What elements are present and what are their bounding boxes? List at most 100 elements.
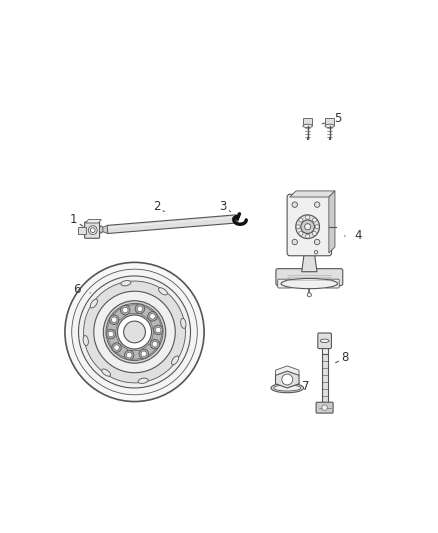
Circle shape <box>65 262 204 401</box>
Text: 8: 8 <box>336 351 349 364</box>
FancyBboxPatch shape <box>321 354 328 403</box>
Circle shape <box>150 340 159 349</box>
Circle shape <box>322 405 327 410</box>
Ellipse shape <box>159 288 167 295</box>
Circle shape <box>108 332 113 337</box>
Circle shape <box>296 215 319 239</box>
Circle shape <box>306 215 310 219</box>
Polygon shape <box>107 215 237 233</box>
Wedge shape <box>127 305 141 314</box>
Circle shape <box>117 315 152 349</box>
Circle shape <box>123 308 128 313</box>
Polygon shape <box>329 191 335 253</box>
Wedge shape <box>107 317 119 331</box>
Circle shape <box>137 306 143 311</box>
Polygon shape <box>101 225 107 233</box>
Wedge shape <box>113 344 128 357</box>
Wedge shape <box>141 344 155 357</box>
Circle shape <box>314 251 318 254</box>
Ellipse shape <box>234 215 238 223</box>
FancyBboxPatch shape <box>325 279 339 288</box>
Circle shape <box>304 224 311 230</box>
Circle shape <box>135 304 145 313</box>
Polygon shape <box>290 191 335 197</box>
Ellipse shape <box>121 280 131 286</box>
Ellipse shape <box>325 124 335 127</box>
Ellipse shape <box>320 339 329 343</box>
Polygon shape <box>86 220 101 223</box>
Ellipse shape <box>99 226 103 233</box>
Wedge shape <box>150 333 162 347</box>
Wedge shape <box>113 306 128 320</box>
Ellipse shape <box>281 279 338 289</box>
Circle shape <box>124 350 134 360</box>
Wedge shape <box>141 306 155 320</box>
Circle shape <box>314 202 320 207</box>
Text: 1: 1 <box>70 213 83 227</box>
Polygon shape <box>276 366 299 375</box>
Circle shape <box>315 225 319 229</box>
Circle shape <box>312 218 316 222</box>
FancyBboxPatch shape <box>325 118 335 125</box>
Text: 2: 2 <box>153 200 164 213</box>
Circle shape <box>127 352 132 358</box>
Ellipse shape <box>90 299 98 308</box>
FancyBboxPatch shape <box>276 269 343 286</box>
Ellipse shape <box>271 383 304 393</box>
Wedge shape <box>107 333 119 347</box>
FancyBboxPatch shape <box>316 402 333 413</box>
Circle shape <box>141 351 147 357</box>
Circle shape <box>152 342 158 347</box>
Circle shape <box>292 239 297 245</box>
Circle shape <box>106 329 116 339</box>
Text: 6: 6 <box>73 283 90 296</box>
Ellipse shape <box>180 318 186 328</box>
Circle shape <box>94 291 175 373</box>
Circle shape <box>84 281 185 383</box>
Circle shape <box>78 276 191 388</box>
Circle shape <box>124 321 145 343</box>
Circle shape <box>90 228 95 232</box>
Circle shape <box>103 301 166 363</box>
Ellipse shape <box>102 369 110 376</box>
Polygon shape <box>78 227 86 233</box>
Wedge shape <box>127 350 141 359</box>
Text: 4: 4 <box>344 229 362 242</box>
Text: 7: 7 <box>298 380 310 393</box>
Circle shape <box>314 239 320 245</box>
Circle shape <box>114 345 119 350</box>
Circle shape <box>306 234 310 238</box>
Ellipse shape <box>274 385 301 391</box>
Circle shape <box>88 225 97 235</box>
Ellipse shape <box>83 336 88 345</box>
FancyBboxPatch shape <box>321 346 328 354</box>
Polygon shape <box>276 371 299 388</box>
FancyBboxPatch shape <box>287 195 332 256</box>
Circle shape <box>111 317 117 322</box>
Circle shape <box>120 305 130 315</box>
Circle shape <box>296 225 300 229</box>
Circle shape <box>292 202 297 207</box>
Circle shape <box>72 269 197 395</box>
Text: 5: 5 <box>322 111 342 125</box>
Circle shape <box>153 325 163 335</box>
Wedge shape <box>150 317 162 331</box>
Circle shape <box>148 312 157 321</box>
Circle shape <box>282 374 293 385</box>
Circle shape <box>155 327 161 333</box>
Circle shape <box>232 216 237 221</box>
Circle shape <box>110 315 119 325</box>
Ellipse shape <box>303 124 312 127</box>
Circle shape <box>150 313 155 319</box>
Circle shape <box>299 218 303 222</box>
Circle shape <box>312 231 316 236</box>
Circle shape <box>307 293 311 297</box>
Circle shape <box>139 349 148 359</box>
Ellipse shape <box>172 356 179 365</box>
FancyBboxPatch shape <box>318 333 332 349</box>
FancyBboxPatch shape <box>85 222 99 238</box>
Text: 3: 3 <box>219 200 231 213</box>
Circle shape <box>299 231 303 236</box>
Circle shape <box>112 343 121 352</box>
FancyBboxPatch shape <box>303 118 312 125</box>
